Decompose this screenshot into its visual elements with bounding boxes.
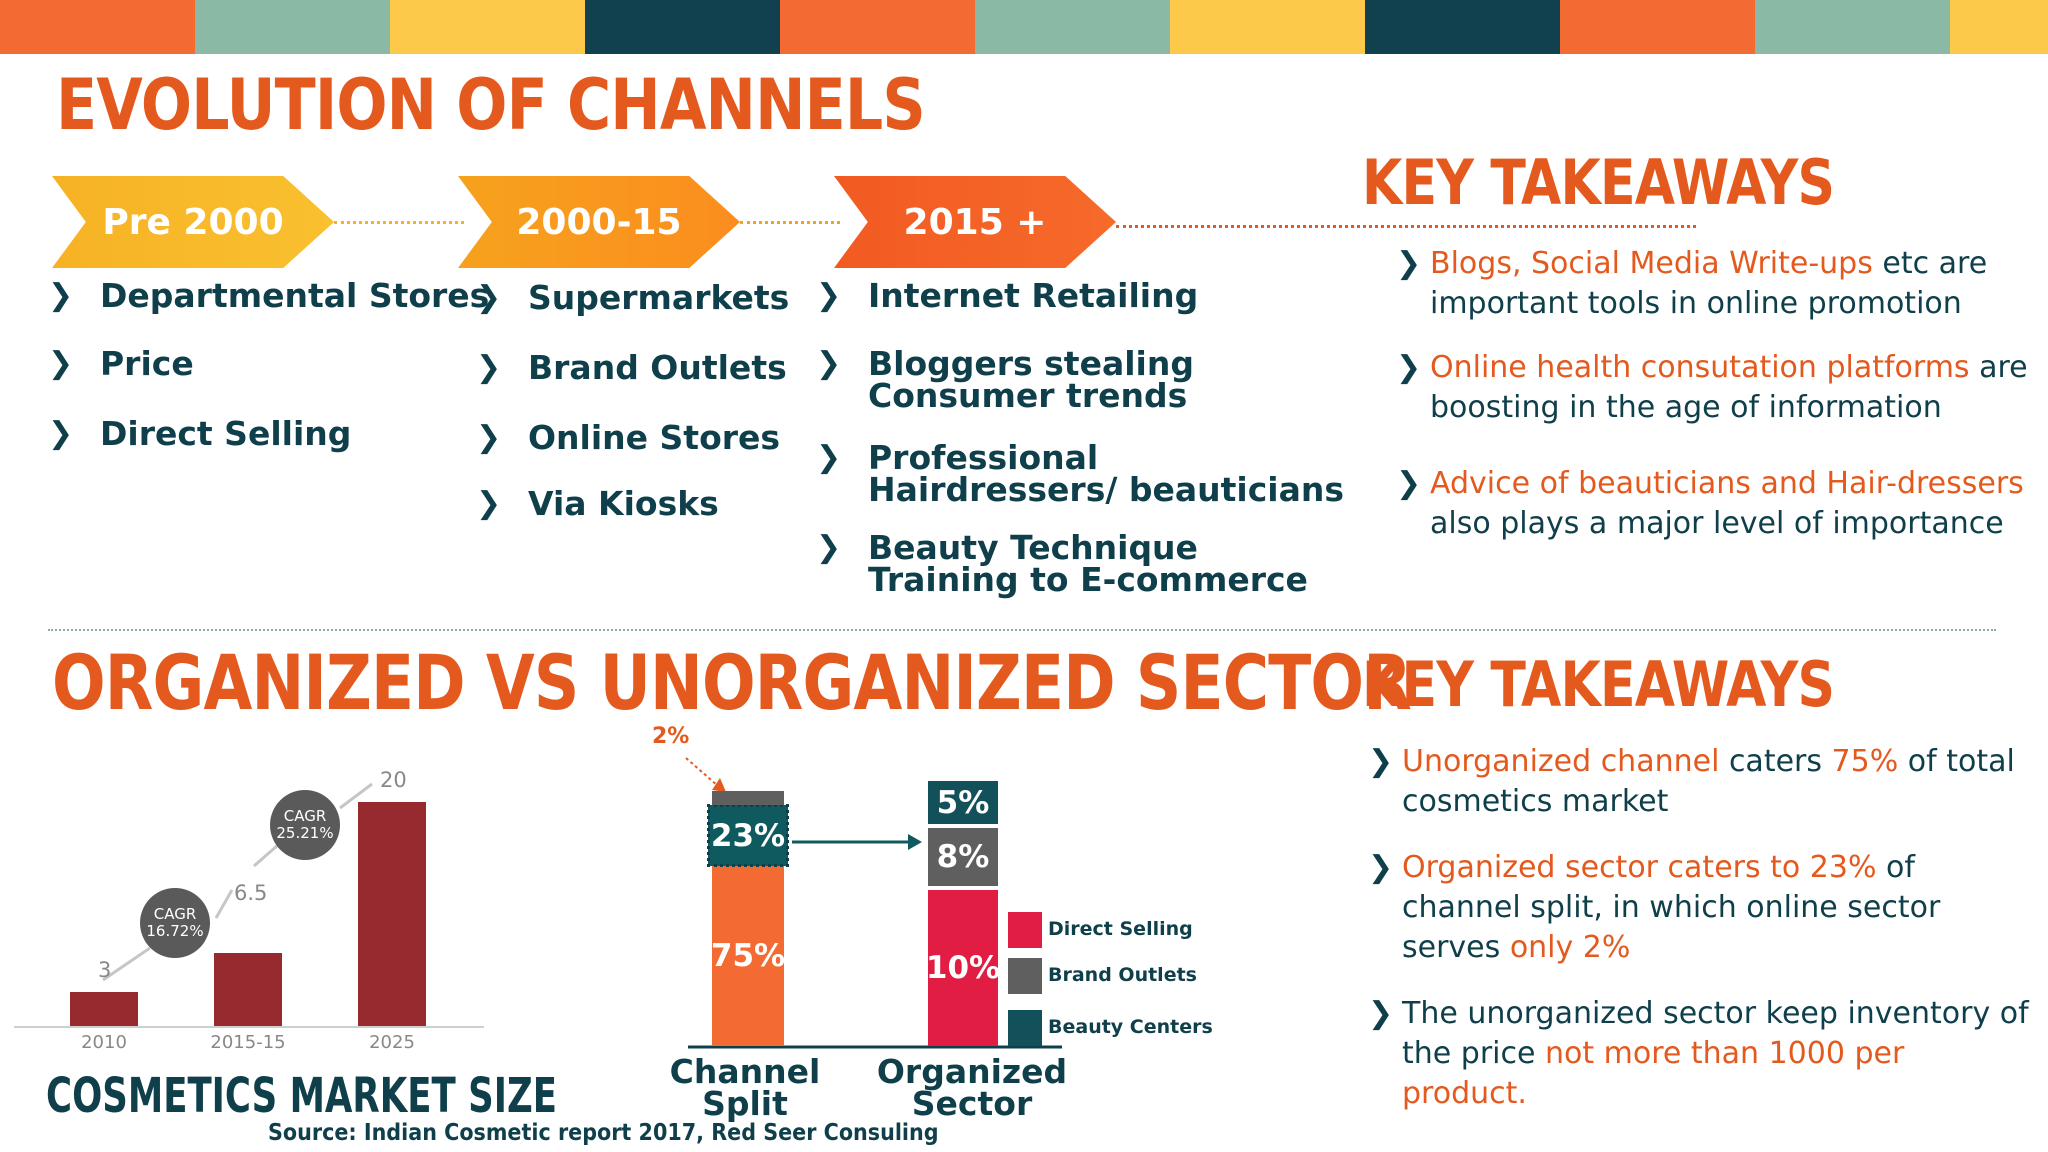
growth-connector-line: [214, 889, 234, 919]
takeaway-item: ❯ Unorganized channel caters 75% of total…: [1368, 744, 2015, 819]
chevron-right-icon: ❯: [816, 346, 842, 381]
market-bar-category: 2025: [369, 1032, 415, 1053]
channel-segment-online: [712, 790, 784, 806]
2015-plus-list: ❯ Internet Retailing ❯ Bloggers stealing C…: [816, 276, 1346, 599]
list-item: ❯ Price: [48, 344, 194, 383]
takeaway-item: ❯ Online health consutation platforms are…: [1396, 350, 2028, 425]
top-bar-segment: [390, 0, 586, 54]
2000-15-list: ❯ Supermarkets ❯ Brand Outlets ❯ Online Sto…: [476, 278, 790, 523]
channel-split-label: Channel Split: [669, 1052, 821, 1123]
online-share-label: 2%: [652, 724, 690, 749]
chevron-right-icon: ❯: [816, 440, 842, 475]
takeaway-item: ❯ Advice of beauticians and Hair-dressers…: [1396, 466, 2024, 541]
top-bar-segment: [1560, 0, 1756, 54]
top-bar-segment: [1365, 0, 1561, 54]
market-bar-value: 3: [98, 958, 112, 983]
pre-2000-list: ❯ Departmental Stores ❯ Price ❯ Direct Sell…: [48, 276, 490, 453]
chevron-label: Pre 2000: [102, 201, 284, 243]
top-bar-segment: [975, 0, 1171, 54]
organized-segment-brand-outlets: 8%: [928, 828, 998, 886]
legend-swatch: [1008, 912, 1042, 948]
cagr-badge-2: CAGR 25.21%: [270, 790, 340, 860]
channel-segment-unorganized: 75%: [711, 866, 785, 1046]
chevron-right-icon: ❯: [48, 346, 74, 381]
legend-swatch: [1008, 1010, 1042, 1046]
evolution-title: EVOLUTION OF CHANNELS: [56, 64, 926, 146]
chevron-label: 2000-15: [516, 201, 682, 243]
chevron-right-icon: ❯: [476, 280, 502, 315]
list-item: ❯ Internet Retailing: [816, 276, 1199, 315]
list-item: ❯ Direct Selling: [48, 414, 352, 453]
key-takeaways-title-top: KEY TAKEAWAYS: [1362, 146, 1835, 219]
chevron-2015-plus: 2015 +: [834, 176, 1116, 268]
chevron-right-icon: ❯: [1396, 246, 1422, 281]
list-item: ❯ Via Kiosks: [476, 484, 719, 523]
chevron-right-icon: ❯: [816, 530, 842, 565]
chevron-right-icon: ❯: [1368, 996, 1394, 1031]
top-color-bar: [0, 0, 2048, 54]
market-bar-2010: [70, 992, 138, 1026]
timeline-dots-2: [740, 221, 840, 224]
list-item: ❯ Supermarkets: [476, 278, 790, 317]
market-size-title: COSMETICS MARKET SIZE: [46, 1068, 557, 1124]
legend-label: Brand Outlets: [1048, 964, 1197, 986]
chevron-right-icon: ❯: [816, 278, 842, 313]
channel-segment-organized: 23%: [707, 804, 789, 867]
chevron-right-icon: ❯: [476, 486, 502, 521]
chevron-right-icon: ❯: [1396, 350, 1422, 385]
legend-swatch: [1008, 958, 1042, 994]
chevron-label: 2015 +: [903, 201, 1047, 243]
section-divider: [48, 629, 1996, 631]
key-takeaways-title-bottom: KEY TAKEAWAYS: [1362, 648, 1835, 721]
top-bar-segment: [1755, 0, 1951, 54]
market-bar-category: 2015-15: [210, 1032, 286, 1053]
chevron-right-icon: ❯: [48, 416, 74, 451]
list-item: ❯ Bloggers stealing Consumer trends: [816, 344, 1194, 415]
list-item: ❯ Brand Outlets: [476, 348, 787, 387]
list-item: ❯ Departmental Stores: [48, 276, 490, 315]
top-bar-segment: [195, 0, 391, 54]
chevron-right-icon: ❯: [1368, 744, 1394, 779]
top-bar-segment: [0, 0, 196, 54]
timeline-dots-3: [1116, 225, 1696, 228]
chevron-pre-2000: Pre 2000: [52, 176, 334, 268]
growth-connector-line: [253, 843, 279, 868]
legend-label: Direct Selling: [1048, 918, 1193, 940]
top-bar-segment: [1950, 0, 2048, 54]
takeaway-item: ❯ Blogs, Social Media Write-ups etc are i…: [1396, 246, 1988, 321]
top-bar-segment: [780, 0, 976, 54]
market-bar-2025: [358, 802, 426, 1026]
list-item: ❯ Professional Hairdressers/ beauticians: [816, 438, 1345, 509]
key-takeaways-bottom-list: ❯ Unorganized channel caters 75% of total…: [1368, 742, 2038, 1114]
sector-title: ORGANIZED VS UNORGANIZED SECTOR: [52, 638, 1412, 727]
takeaway-item: ❯ Organized sector caters to 23% of chann…: [1368, 850, 1941, 965]
key-takeaways-top-list: ❯ Blogs, Social Media Write-ups etc are i…: [1396, 244, 2036, 544]
organized-segment-direct-selling: 10%: [926, 890, 1000, 1046]
source-note: Source: Indian Cosmetic report 2017, Red…: [268, 1120, 939, 1146]
chevron-right-icon: ❯: [48, 278, 74, 313]
chevron-right-icon: ❯: [1368, 850, 1394, 885]
chevron-right-icon: ❯: [476, 350, 502, 385]
top-bar-segment: [1170, 0, 1366, 54]
legend-label: Beauty Centers: [1048, 1016, 1213, 1038]
market-bar-category: 2010: [81, 1032, 127, 1053]
market-bar-2015-15: [214, 953, 282, 1026]
list-item: ❯ Beauty Technique Training to E-commerce: [816, 528, 1308, 599]
chevron-right-icon: ❯: [476, 420, 502, 455]
split-arrowhead: [908, 834, 922, 850]
online-pointer-line: [685, 757, 719, 787]
market-bar-value: 20: [380, 768, 407, 792]
top-bar-segment: [585, 0, 781, 54]
chevron-2000-15: 2000-15: [458, 176, 740, 268]
timeline-dots-1: [334, 221, 464, 224]
organized-sector-label: Organized Sector: [876, 1052, 1068, 1123]
chevron-right-icon: ❯: [1396, 466, 1422, 501]
takeaway-item: ❯ The unorganized sector keep inventory o…: [1368, 996, 2029, 1111]
list-item: ❯ Online Stores: [476, 418, 781, 457]
organized-segment-beauty-centers: 5%: [928, 780, 998, 825]
market-bar-value: 6.5: [234, 881, 268, 906]
cagr-badge-1: CAGR 16.72%: [140, 888, 210, 958]
